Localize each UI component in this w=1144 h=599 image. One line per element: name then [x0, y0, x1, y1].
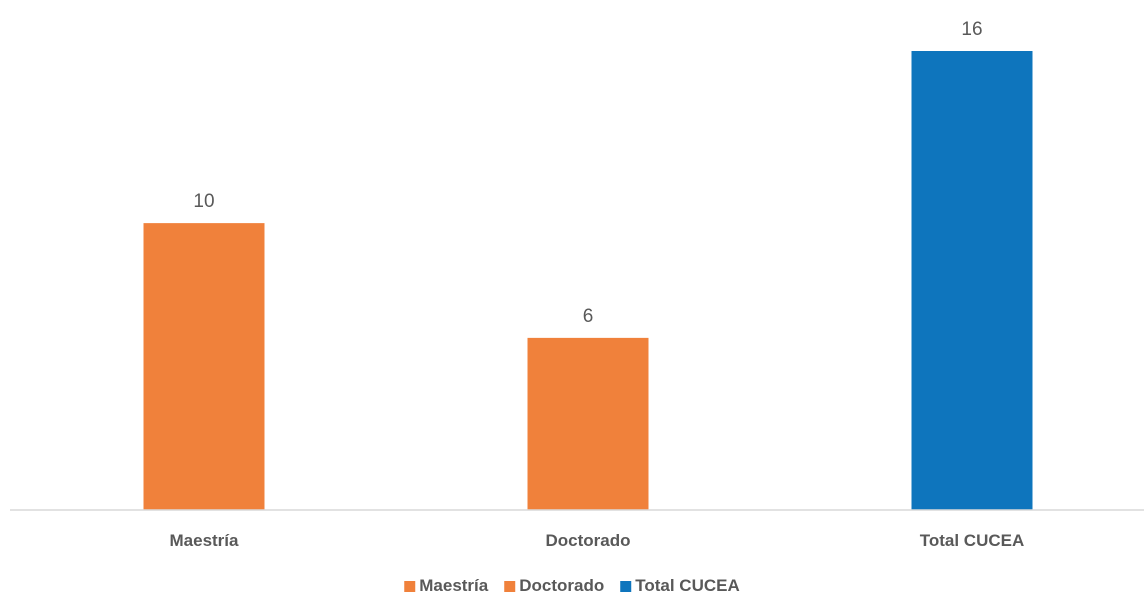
x-tick-label-total-cucea: Total CUCEA: [920, 531, 1025, 550]
data-labels-group: 10 6 16: [193, 19, 982, 327]
bar-maestria: [143, 223, 265, 510]
legend-item-total-cucea: Total CUCEA: [620, 576, 740, 595]
data-label-doctorado: 6: [583, 306, 594, 327]
legend-label-total-cucea: Total CUCEA: [635, 576, 740, 595]
legend-swatch-doctorado: [504, 581, 516, 592]
bar-total-cucea: [911, 51, 1033, 510]
legend-item-maestria: Maestría: [404, 576, 489, 595]
bar-doctorado: [527, 337, 649, 510]
bars-group: [143, 51, 1033, 510]
data-label-maestria: 10: [193, 191, 214, 212]
legend-swatch-total-cucea: [620, 581, 632, 592]
x-tick-label-doctorado: Doctorado: [546, 531, 631, 550]
data-label-total-cucea: 16: [961, 19, 982, 40]
legend-label-maestria: Maestría: [419, 576, 489, 595]
x-tick-labels-group: Maestría Doctorado Total CUCEA: [170, 531, 1025, 550]
legend-item-doctorado: Doctorado: [504, 576, 604, 595]
legend: Maestría Doctorado Total CUCEA: [404, 576, 740, 595]
legend-label-doctorado: Doctorado: [519, 576, 604, 595]
x-tick-label-maestria: Maestría: [170, 531, 240, 550]
legend-swatch-maestria: [404, 581, 416, 592]
